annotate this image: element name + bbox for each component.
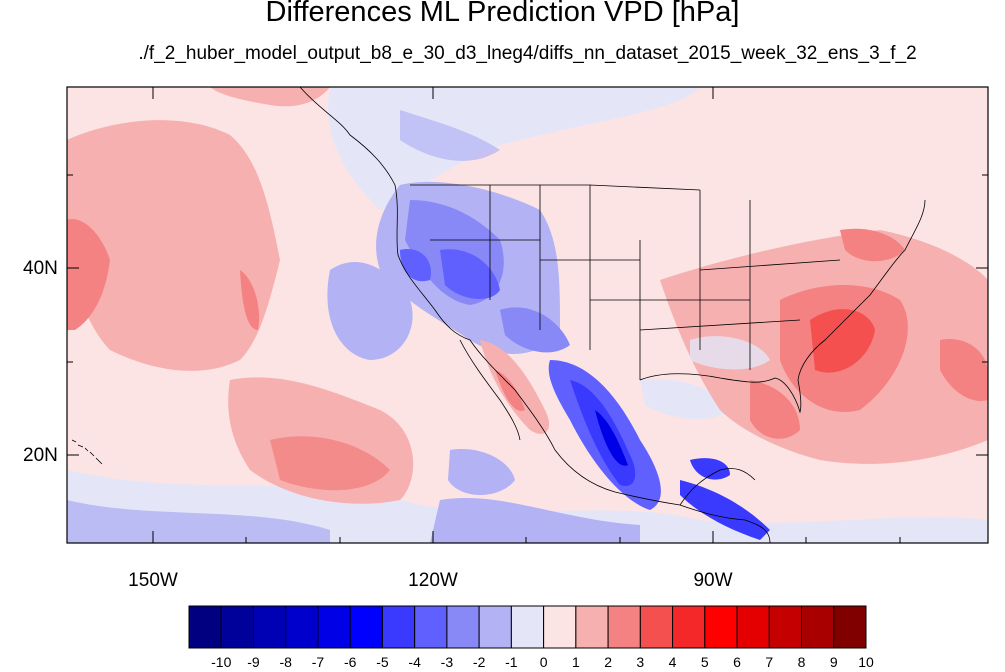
colorbar-tick-label: 3 <box>636 654 645 670</box>
colorbar-tick-label: -4 <box>408 654 421 670</box>
colorbar-swatch <box>381 605 416 649</box>
contour-field <box>67 87 988 543</box>
colorbar-swatch <box>510 605 545 649</box>
colorbar-swatch <box>607 605 641 649</box>
colorbar-tick-label: 1 <box>571 654 580 670</box>
colorbar-swatch <box>801 605 835 649</box>
lat-label-40n: 40N <box>23 258 58 279</box>
colorbar-tick-label: 2 <box>604 654 612 670</box>
colorbar-swatch <box>285 605 319 649</box>
colorbar-swatch <box>478 605 512 649</box>
colorbar-swatch <box>736 605 770 649</box>
colorbar-swatch <box>672 605 706 649</box>
colorbar-swatch <box>575 605 609 649</box>
colorbar-swatch <box>543 605 577 649</box>
colorbar-tick-label: 4 <box>668 654 677 670</box>
chart-title: Differences ML Prediction VPD [hPa] <box>265 0 740 28</box>
colorbar-swatch <box>704 605 738 649</box>
colorbar-swatch <box>349 605 383 649</box>
colorbar-swatch <box>252 605 287 649</box>
hawaii-islands <box>71 439 103 465</box>
lon-label-150w: 150W <box>128 570 178 591</box>
axis-ticks <box>67 87 988 543</box>
colorbar-tick-label: -5 <box>376 654 389 670</box>
colorbar-swatch <box>414 605 448 649</box>
colorbar-swatch <box>768 605 803 649</box>
colorbar-tick-label: -9 <box>247 654 260 670</box>
colorbar-tick-label: 7 <box>765 654 774 670</box>
colorbar-tick-label: -6 <box>343 654 357 670</box>
lon-label-90w: 90W <box>693 570 733 591</box>
colorbar-swatch <box>317 605 351 649</box>
colorbar-tick-label: -2 <box>472 654 486 670</box>
colorbar-swatch <box>220 605 254 649</box>
colorbar-swatch <box>833 605 867 649</box>
colorbar-tick-label: 10 <box>858 654 874 670</box>
colorbar-swatch <box>446 605 480 649</box>
colorbar-swatch <box>188 605 222 649</box>
colorbar-tick-label: -7 <box>311 654 325 670</box>
colorbar-tick-label: -1 <box>505 654 518 670</box>
colorbar-tick-label: 5 <box>700 654 709 670</box>
colorbar-tick-label: 8 <box>797 654 806 670</box>
colorbar-tick-label: -8 <box>279 654 292 670</box>
colorbar-tick-label: 0 <box>539 654 548 670</box>
colorbar-tick-label: -3 <box>440 654 454 670</box>
map-frame <box>66 86 989 544</box>
lon-label-120w: 120W <box>408 570 458 591</box>
colorbar-tick-label: 6 <box>733 654 741 670</box>
coastlines <box>299 87 926 543</box>
colorbar-tick-label: -10 <box>211 654 232 670</box>
lat-label-20n: 20N <box>23 445 58 466</box>
colorbar-tick-label: 9 <box>829 654 838 670</box>
colorbar-swatch <box>639 605 674 649</box>
chart-subtitle: ./f_2_huber_model_output_b8_e_30_d3_lneg… <box>138 43 917 64</box>
